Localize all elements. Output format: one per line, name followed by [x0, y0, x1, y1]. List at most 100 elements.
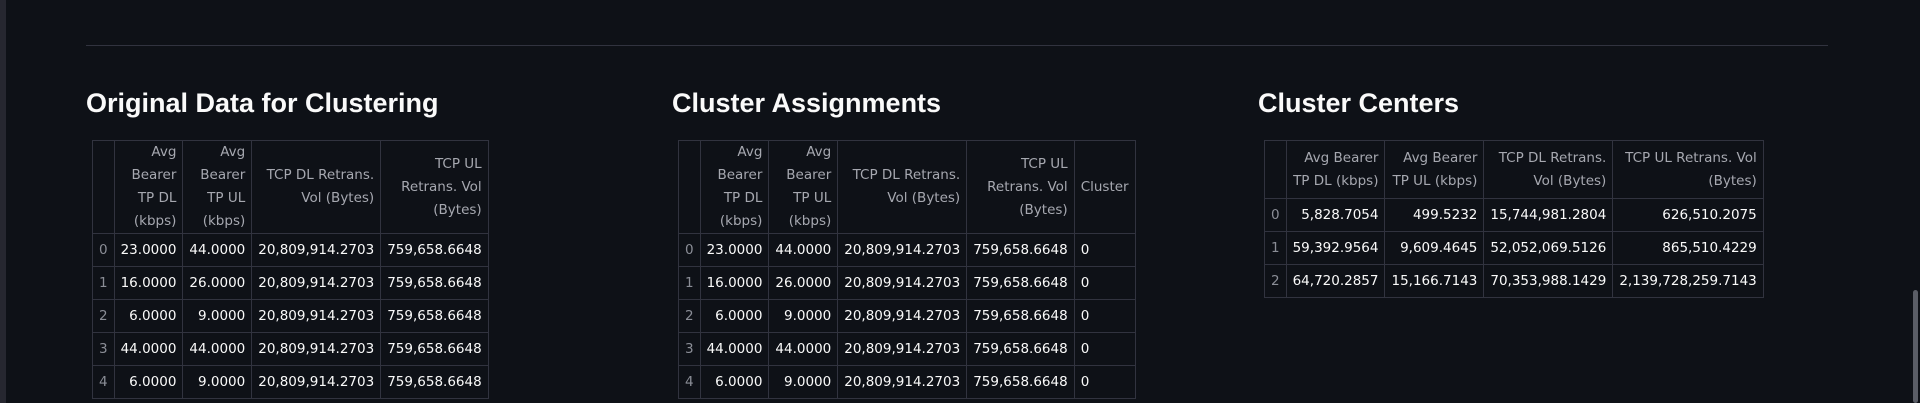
table-cell[interactable]: 759,658.6648 — [380, 332, 489, 366]
table-cell[interactable]: 9,609.4645 — [1384, 231, 1485, 265]
table-cell[interactable]: 865,510.4229 — [1612, 231, 1764, 265]
table-cell[interactable]: 23.0000 — [113, 233, 184, 267]
column-header[interactable]: TCP UL Retrans. Vol (Bytes) — [380, 140, 489, 234]
table-cell[interactable]: 20,809,914.2703 — [837, 365, 968, 399]
cluster-centers-section: Cluster Centers Avg Bearer TP DL (kbps) … — [1258, 82, 1764, 298]
row-index: 2 — [1264, 264, 1287, 298]
table-cell[interactable]: 9.0000 — [182, 365, 253, 399]
table-cell[interactable]: 23.0000 — [699, 233, 770, 267]
table-cell[interactable]: 20,809,914.2703 — [251, 332, 382, 366]
table-cell[interactable]: 759,658.6648 — [966, 332, 1075, 366]
table-cell[interactable]: 6.0000 — [113, 365, 184, 399]
table-cell[interactable]: 59,392.9564 — [1285, 231, 1386, 265]
original-data-section: Original Data for Clustering Avg Bearer … — [86, 82, 489, 399]
table-cell[interactable]: 20,809,914.2703 — [837, 266, 968, 300]
row-index: 1 — [92, 266, 115, 300]
row-index: 1 — [678, 266, 701, 300]
table-cell[interactable]: 759,658.6648 — [966, 365, 1075, 399]
table-header-row: Avg Bearer TP DL (kbps) Avg Bearer TP UL… — [92, 140, 489, 234]
row-index: 4 — [678, 365, 701, 399]
table-cell[interactable]: 20,809,914.2703 — [837, 299, 968, 333]
scrollbar[interactable] — [1912, 0, 1920, 403]
table-row: 2 6.0000 9.0000 20,809,914.2703 759,658.… — [678, 299, 1136, 333]
table-cell[interactable]: 20,809,914.2703 — [251, 365, 382, 399]
table-cell[interactable]: 6.0000 — [699, 365, 770, 399]
table-cell[interactable]: 15,166.7143 — [1384, 264, 1485, 298]
table-row: 1 59,392.9564 9,609.4645 52,052,069.5126… — [1264, 231, 1764, 265]
column-header[interactable]: TCP DL Retrans. Vol (Bytes) — [251, 140, 382, 234]
table-cell[interactable]: 64,720.2857 — [1285, 264, 1386, 298]
table-cell[interactable]: 9.0000 — [768, 365, 839, 399]
table-cell[interactable]: 44.0000 — [113, 332, 184, 366]
table-cell[interactable]: 20,809,914.2703 — [251, 233, 382, 267]
table-row: 3 44.0000 44.0000 20,809,914.2703 759,65… — [92, 332, 489, 366]
table-cell[interactable]: 44.0000 — [182, 233, 253, 267]
table-cell[interactable]: 626,510.2075 — [1612, 198, 1764, 232]
column-header[interactable]: Avg Bearer TP UL (kbps) — [768, 140, 839, 234]
table-cell[interactable]: 759,658.6648 — [380, 365, 489, 399]
table-row: 1 16.0000 26.0000 20,809,914.2703 759,65… — [92, 266, 489, 300]
table-cell[interactable]: 20,809,914.2703 — [837, 233, 968, 267]
table-row: 0 23.0000 44.0000 20,809,914.2703 759,65… — [678, 233, 1136, 267]
table-cell[interactable]: 16.0000 — [113, 266, 184, 300]
table-cell[interactable]: 0 — [1073, 233, 1136, 267]
left-edge-bar — [0, 0, 6, 403]
table-cell[interactable]: 44.0000 — [699, 332, 770, 366]
row-index: 3 — [92, 332, 115, 366]
table-cell[interactable]: 759,658.6648 — [966, 299, 1075, 333]
cluster-assignments-table[interactable]: Avg Bearer TP DL (kbps) Avg Bearer TP UL… — [678, 140, 1136, 399]
column-header[interactable]: Cluster — [1073, 140, 1136, 234]
row-index: 0 — [678, 233, 701, 267]
table-cell[interactable]: 16.0000 — [699, 266, 770, 300]
table-cell[interactable]: 20,809,914.2703 — [837, 332, 968, 366]
row-index: 2 — [678, 299, 701, 333]
column-header[interactable]: TCP DL Retrans. Vol (Bytes) — [837, 140, 968, 234]
row-index: 0 — [92, 233, 115, 267]
column-header[interactable]: Avg Bearer TP DL (kbps) — [113, 140, 184, 234]
column-header[interactable]: Avg Bearer TP DL (kbps) — [699, 140, 770, 234]
table-cell[interactable]: 70,353,988.1429 — [1483, 264, 1614, 298]
table-cell[interactable]: 6.0000 — [699, 299, 770, 333]
table-cell[interactable]: 5,828.7054 — [1285, 198, 1386, 232]
column-header[interactable]: Avg Bearer TP UL (kbps) — [182, 140, 253, 234]
table-cell[interactable]: 0 — [1073, 266, 1136, 300]
table-cell[interactable]: 759,658.6648 — [966, 266, 1075, 300]
section-title: Cluster Centers — [1258, 88, 1460, 118]
column-header[interactable]: TCP UL Retrans. Vol (Bytes) — [966, 140, 1075, 234]
table-cell[interactable]: 9.0000 — [768, 299, 839, 333]
column-header[interactable]: TCP DL Retrans. Vol (Bytes) — [1483, 140, 1614, 199]
index-header — [678, 140, 701, 234]
scrollbar-thumb[interactable] — [1913, 290, 1918, 403]
table-cell[interactable]: 759,658.6648 — [380, 299, 489, 333]
table-cell[interactable]: 2,139,728,259.7143 — [1612, 264, 1764, 298]
table-cell[interactable]: 44.0000 — [182, 332, 253, 366]
table-cell[interactable]: 0 — [1073, 299, 1136, 333]
table-cell[interactable]: 20,809,914.2703 — [251, 299, 382, 333]
table-header-row: Avg Bearer TP DL (kbps) Avg Bearer TP UL… — [678, 140, 1136, 234]
table-cell[interactable]: 759,658.6648 — [380, 233, 489, 267]
table-cell[interactable]: 0 — [1073, 365, 1136, 399]
cluster-centers-table[interactable]: Avg Bearer TP DL (kbps) Avg Bearer TP UL… — [1264, 140, 1764, 298]
table-cell[interactable]: 0 — [1073, 332, 1136, 366]
table-row: 4 6.0000 9.0000 20,809,914.2703 759,658.… — [92, 365, 489, 399]
table-cell[interactable]: 9.0000 — [182, 299, 253, 333]
table-cell[interactable]: 15,744,981.2804 — [1483, 198, 1614, 232]
table-cell[interactable]: 759,658.6648 — [966, 233, 1075, 267]
table-cell[interactable]: 26.0000 — [768, 266, 839, 300]
table-cell[interactable]: 52,052,069.5126 — [1483, 231, 1614, 265]
original-data-table[interactable]: Avg Bearer TP DL (kbps) Avg Bearer TP UL… — [92, 140, 489, 399]
column-header[interactable]: TCP UL Retrans. Vol (Bytes) — [1612, 140, 1764, 199]
row-index: 1 — [1264, 231, 1287, 265]
table-row: 4 6.0000 9.0000 20,809,914.2703 759,658.… — [678, 365, 1136, 399]
column-header[interactable]: Avg Bearer TP DL (kbps) — [1285, 140, 1386, 199]
table-cell[interactable]: 6.0000 — [113, 299, 184, 333]
table-cell[interactable]: 26.0000 — [182, 266, 253, 300]
table-row: 3 44.0000 44.0000 20,809,914.2703 759,65… — [678, 332, 1136, 366]
table-cell[interactable]: 44.0000 — [768, 332, 839, 366]
section-title: Cluster Assignments — [672, 88, 942, 118]
table-cell[interactable]: 759,658.6648 — [380, 266, 489, 300]
table-cell[interactable]: 44.0000 — [768, 233, 839, 267]
table-cell[interactable]: 499.5232 — [1384, 198, 1485, 232]
column-header[interactable]: Avg Bearer TP UL (kbps) — [1384, 140, 1485, 199]
table-cell[interactable]: 20,809,914.2703 — [251, 266, 382, 300]
